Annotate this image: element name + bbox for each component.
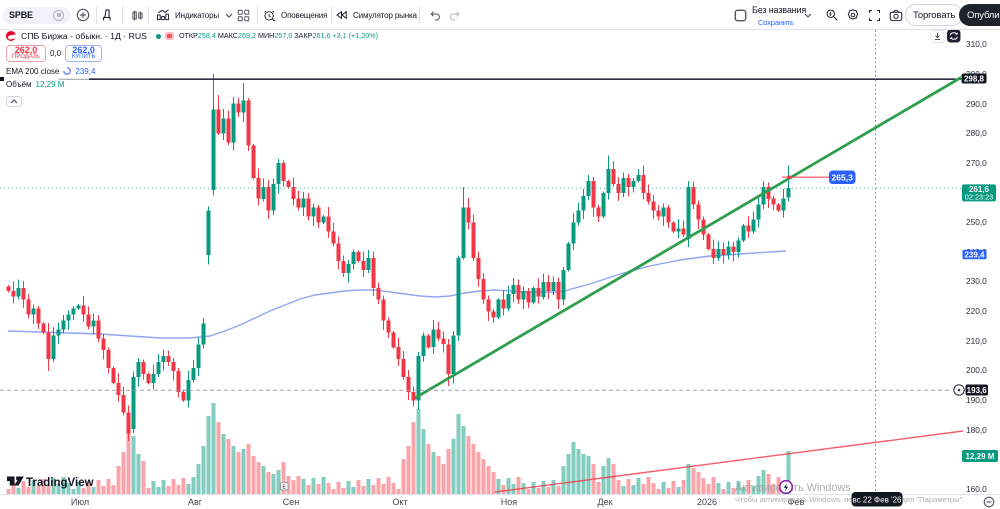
svg-text:Окт: Окт <box>392 497 407 507</box>
svg-text:210,0: 210,0 <box>966 336 987 346</box>
svg-text:Фев: Фев <box>788 497 805 507</box>
svg-text:Июл: Июл <box>71 497 89 507</box>
svg-text:270,0: 270,0 <box>966 158 987 168</box>
svg-text:265,3: 265,3 <box>832 172 854 182</box>
svg-text:Авг: Авг <box>188 497 203 507</box>
svg-text:180,0: 180,0 <box>966 425 987 435</box>
svg-text:200,0: 200,0 <box>966 365 987 375</box>
svg-text:261,6: 261,6 <box>969 185 990 194</box>
svg-text:298,8: 298,8 <box>964 74 985 83</box>
svg-text:Чтобы активировать Windows, пе: Чтобы активировать Windows, перейдите в … <box>735 495 964 504</box>
svg-text:290,0: 290,0 <box>966 99 987 109</box>
svg-text:вс 22 Фев '26: вс 22 Фев '26 <box>853 495 902 504</box>
svg-text:193,6: 193,6 <box>967 386 988 395</box>
svg-text:190,0: 190,0 <box>966 395 987 405</box>
svg-text:E: E <box>282 485 286 491</box>
svg-text:Сен: Сен <box>283 497 300 507</box>
svg-text:TradingView: TradingView <box>26 477 94 489</box>
svg-text:310,0: 310,0 <box>966 39 987 49</box>
svg-text:239,4: 239,4 <box>964 250 985 259</box>
svg-text:220,0: 220,0 <box>966 306 987 316</box>
svg-text:12,29 М: 12,29 М <box>966 452 995 461</box>
svg-text:02:23:23: 02:23:23 <box>965 193 993 202</box>
svg-text:250,0: 250,0 <box>966 217 987 227</box>
svg-text:2026: 2026 <box>697 497 717 507</box>
svg-text:Активировать Windows: Активировать Windows <box>735 482 851 494</box>
svg-text:Дек: Дек <box>597 497 612 507</box>
svg-text:160,0: 160,0 <box>966 484 987 494</box>
svg-text:280,0: 280,0 <box>966 128 987 138</box>
svg-text:230,0: 230,0 <box>966 276 987 286</box>
svg-text:Ноя: Ноя <box>501 497 518 507</box>
